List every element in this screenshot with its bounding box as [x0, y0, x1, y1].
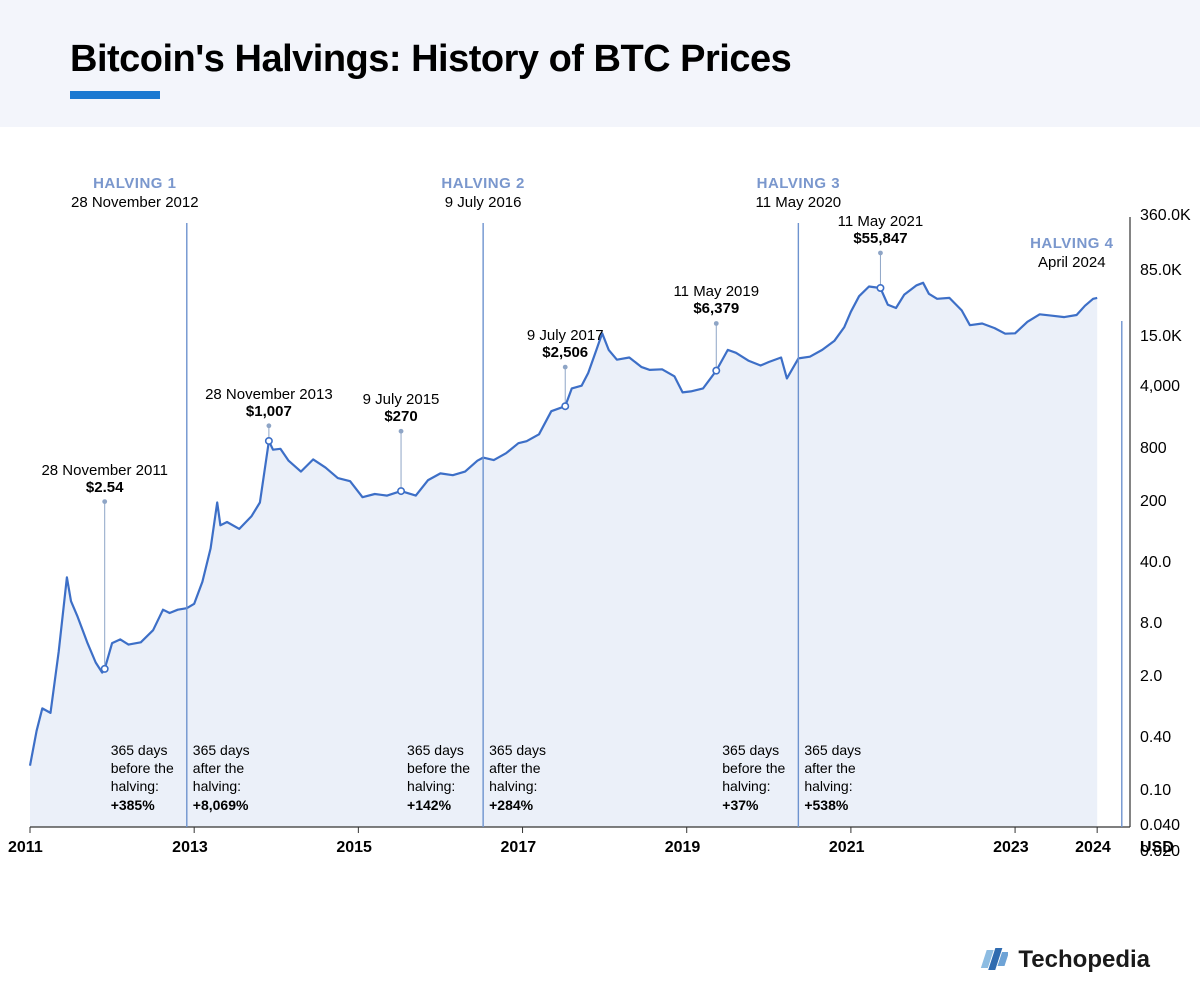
- footnote-pct: +284%: [489, 796, 589, 814]
- y-tick: 0.040: [1140, 817, 1180, 835]
- y-tick: 8.0: [1140, 615, 1162, 633]
- callout-date: 11 May 2021: [795, 213, 965, 230]
- halving-date: April 2024: [982, 254, 1162, 271]
- brand-name: Techopedia: [1018, 946, 1150, 974]
- currency-label: USD: [1140, 839, 1174, 857]
- y-tick: 360.0K: [1140, 207, 1191, 225]
- x-tick: 2013: [172, 839, 208, 857]
- price-callout: 28 November 2011$2.54: [20, 462, 190, 496]
- halving-label-2: HALVING 2 9 July 2016: [393, 175, 573, 211]
- callout-price: $2,506: [480, 344, 650, 361]
- halving-date: 11 May 2020: [708, 194, 888, 211]
- title-underline: [70, 91, 160, 99]
- y-tick: 4,000: [1140, 378, 1180, 396]
- y-tick: 40.0: [1140, 554, 1171, 572]
- halving-name: HALVING 2: [393, 175, 573, 192]
- x-tick: 2024: [1075, 839, 1111, 857]
- halving-footnote: 365 daysafter thehalving:+284%: [489, 741, 589, 814]
- price-callout: 9 July 2017$2,506: [480, 327, 650, 361]
- x-tick: 2019: [665, 839, 701, 857]
- y-tick: 0.10: [1140, 782, 1171, 800]
- y-tick: 85.0K: [1140, 262, 1182, 280]
- callout-date: 9 July 2017: [480, 327, 650, 344]
- footnote-pct: +538%: [804, 796, 904, 814]
- halving-footnote: 365 daysafter thehalving:+8,069%: [193, 741, 293, 814]
- callout-price: $6,379: [631, 300, 801, 317]
- halving-date: 28 November 2012: [45, 194, 225, 211]
- chart-area: HALVING 1 28 November 2012 HALVING 2 9 July…: [0, 127, 1200, 897]
- callout-price: $55,847: [795, 230, 965, 247]
- halving-name: HALVING 1: [45, 175, 225, 192]
- x-tick: 2011: [8, 839, 43, 857]
- price-callout: 9 July 2015$270: [316, 391, 486, 425]
- x-tick: 2015: [336, 839, 372, 857]
- halving-date: 9 July 2016: [393, 194, 573, 211]
- halving-name: HALVING 4: [982, 235, 1162, 252]
- price-callout: 11 May 2019$6,379: [631, 283, 801, 317]
- halving-label-3: HALVING 3 11 May 2020: [708, 175, 888, 211]
- halving-label-1: HALVING 1 28 November 2012: [45, 175, 225, 211]
- x-tick: 2023: [993, 839, 1029, 857]
- callout-price: $2.54: [20, 479, 190, 496]
- brand-logo: Techopedia: [980, 946, 1150, 974]
- footnote-pct: +8,069%: [193, 796, 293, 814]
- chart-title: Bitcoin's Halvings: History of BTC Price…: [70, 38, 1130, 81]
- brand-icon: [980, 946, 1008, 974]
- callout-price: $270: [316, 408, 486, 425]
- callout-date: 11 May 2019: [631, 283, 801, 300]
- y-tick: 0.40: [1140, 729, 1171, 747]
- y-tick: 800: [1140, 440, 1167, 458]
- halving-footnote: 365 daysafter thehalving:+538%: [804, 741, 904, 814]
- x-tick: 2017: [501, 839, 537, 857]
- halving-label-4: HALVING 4 April 2024: [982, 235, 1162, 271]
- x-tick: 2021: [829, 839, 865, 857]
- y-tick: 15.0K: [1140, 328, 1182, 346]
- chart-header: Bitcoin's Halvings: History of BTC Price…: [0, 0, 1200, 127]
- halving-name: HALVING 3: [708, 175, 888, 192]
- y-tick: 2.0: [1140, 668, 1162, 686]
- callout-date: 9 July 2015: [316, 391, 486, 408]
- y-tick: 200: [1140, 493, 1167, 511]
- price-callout: 11 May 2021$55,847: [795, 213, 965, 247]
- callout-date: 28 November 2011: [20, 462, 190, 479]
